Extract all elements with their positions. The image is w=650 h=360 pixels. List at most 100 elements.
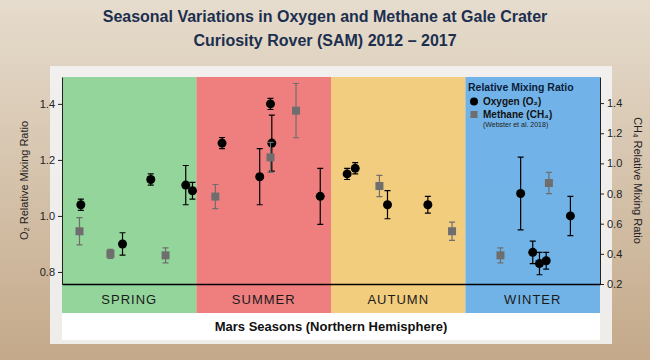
background	[0, 0, 650, 360]
error-bar	[497, 248, 503, 263]
legend-title: Relative Mixing Ratio	[468, 81, 574, 93]
point	[75, 227, 83, 235]
series	[75, 83, 552, 262]
point	[343, 169, 352, 178]
tick: 1.4	[40, 98, 62, 110]
point	[375, 182, 383, 190]
tick-label: 0.6	[607, 218, 622, 230]
season-bands: SPRING SUMMER AUTUMN WINTER	[62, 77, 600, 313]
tick-label: 1.4	[40, 98, 55, 110]
error-bar	[107, 249, 113, 258]
tick: 1.4	[600, 97, 622, 109]
x-label-strip	[62, 313, 600, 340]
error-bar	[76, 218, 82, 245]
tick: 0.6	[600, 218, 622, 230]
tick: 1.0	[600, 157, 622, 169]
tick-label: 1.2	[40, 154, 55, 166]
season-label: SPRING	[101, 292, 157, 307]
point	[383, 200, 392, 209]
point	[351, 164, 360, 173]
point	[118, 239, 127, 248]
point	[545, 179, 553, 187]
x-axis	[63, 284, 601, 285]
point	[162, 251, 170, 259]
season-band	[197, 77, 332, 313]
point	[528, 248, 537, 257]
season-band	[62, 77, 197, 313]
point	[76, 200, 85, 209]
x-axis-title: Mars Seasons (Northern Hemisphere)	[215, 319, 448, 334]
tick-label: 1.4	[607, 97, 622, 109]
tick: 0.4	[600, 248, 622, 260]
annotation: (Webster et al. 2018)	[483, 121, 548, 129]
tick-mark	[600, 194, 604, 195]
tick: 0.8	[600, 188, 622, 200]
point	[267, 139, 276, 148]
tick-label: 1.0	[40, 210, 55, 222]
tick-mark	[58, 104, 62, 105]
season-band	[331, 77, 466, 313]
axis-line	[63, 284, 601, 286]
error-bar	[163, 248, 169, 263]
tick-mark	[58, 216, 62, 217]
chart-container: Seasonal Variations in Oxygen and Methan…	[0, 0, 650, 360]
season-label: WINTER	[504, 292, 561, 307]
legend-marker	[470, 98, 478, 106]
tick: 0.2	[600, 278, 622, 290]
tick-label: 0.2	[607, 278, 622, 290]
axis-line	[62, 78, 63, 285]
tick-mark	[600, 284, 604, 285]
legend-label: Methane (CH₄)	[483, 109, 552, 120]
point	[423, 200, 432, 209]
season-label: AUTUMN	[367, 292, 429, 307]
tick: 1.0	[40, 210, 62, 222]
subtitle: Curiosity Rover (SAM) 2012 – 2017	[193, 32, 456, 49]
legend: Relative Mixing Ratio Oxygen (O₂) Methane …	[468, 81, 574, 129]
point	[266, 153, 274, 161]
tick: 1.2	[600, 127, 622, 139]
y-axis-title: O₂ Relative Mixing Ratio	[18, 121, 30, 240]
tick: 1.2	[40, 154, 62, 166]
legend-marker	[471, 111, 478, 118]
point	[106, 250, 114, 258]
tick-label: 0.8	[607, 188, 622, 200]
tick-mark	[58, 272, 62, 273]
point	[266, 99, 275, 108]
point	[292, 107, 300, 115]
point	[566, 211, 575, 220]
y2-axis: 0.2 0.4 0.6 0.8 1.0 1.2 1.4	[600, 78, 622, 291]
point	[542, 256, 551, 265]
tick-label: 0.8	[40, 266, 55, 278]
error-bar	[376, 175, 382, 196]
legend-label: Oxygen (O₂)	[483, 96, 541, 107]
tick-mark	[600, 103, 604, 104]
y2-axis-title: CH₄ Relative Mixing Ratio	[632, 117, 644, 244]
point	[146, 175, 155, 184]
title: Seasonal Variations in Oxygen and Methan…	[103, 8, 548, 25]
error-bar	[212, 184, 218, 208]
season-band	[466, 77, 601, 313]
tick-label: 1.2	[607, 127, 622, 139]
y-axis: 0.8 1.0 1.2 1.4	[40, 78, 63, 285]
tick-mark	[600, 163, 604, 164]
error-bar	[546, 172, 552, 193]
point	[188, 186, 197, 195]
point	[211, 193, 219, 201]
tick: 0.8	[40, 266, 62, 278]
tick-mark	[600, 224, 604, 225]
panel	[50, 66, 612, 344]
tick-mark	[58, 160, 62, 161]
tick-label: 0.4	[607, 248, 622, 260]
axis-line	[600, 78, 601, 285]
chart-svg: Seasonal Variations in Oxygen and Methan…	[0, 0, 650, 360]
point	[496, 251, 504, 259]
tick-mark	[600, 254, 604, 255]
error-bar	[293, 83, 299, 137]
season-label: SUMMER	[232, 292, 296, 307]
point	[316, 192, 325, 201]
point	[448, 227, 456, 235]
series	[76, 98, 575, 274]
marks	[75, 83, 574, 274]
point	[218, 139, 227, 148]
tick-label: 1.0	[607, 157, 622, 169]
